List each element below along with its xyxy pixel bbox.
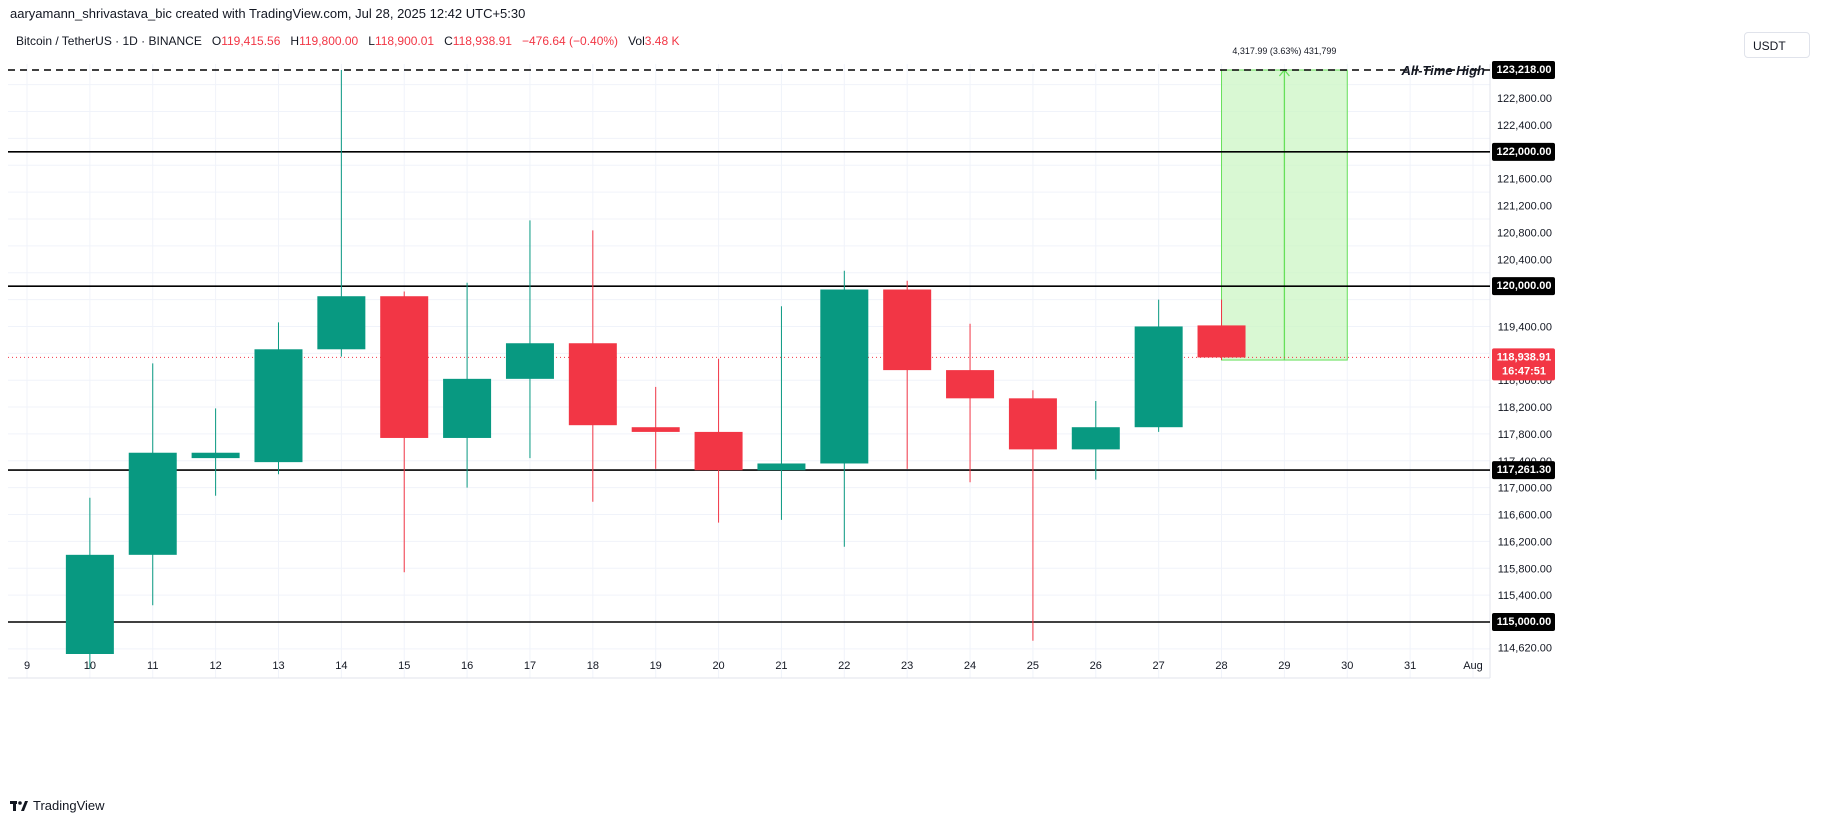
x-tick-label: 14 [335, 660, 347, 672]
level-price-label-box [1492, 61, 1555, 79]
y-tick-label: 116,600.00 [1498, 510, 1552, 522]
y-tick-label: 117,000.00 [1498, 483, 1552, 495]
tradingview-logo[interactable]: TradingView [10, 798, 105, 813]
x-tick-label: 24 [964, 660, 976, 672]
x-tick-label: 16 [461, 660, 473, 672]
x-tick-label: 10 [84, 660, 96, 672]
candle-body [820, 289, 869, 464]
level-price-label-box [1492, 277, 1555, 296]
tradingview-logo-icon [10, 800, 28, 811]
x-tick-label: 28 [1215, 660, 1227, 672]
candle-body [631, 427, 680, 432]
level-price-label-box [1492, 461, 1555, 480]
y-tick-label: 115,800.00 [1498, 563, 1552, 575]
candle-body [694, 431, 743, 471]
currency-button[interactable]: USDT [1744, 32, 1810, 58]
x-tick-label: 18 [587, 660, 599, 672]
volume-label: Vol [628, 34, 645, 48]
x-tick-label: 25 [1027, 660, 1039, 672]
symbol-name[interactable]: Bitcoin / TetherUS · 1D · BINANCE [16, 34, 202, 48]
y-tick-label: 120,400.00 [1497, 254, 1552, 266]
x-tick-label: 19 [650, 660, 662, 672]
x-tick-label: 27 [1153, 660, 1165, 672]
y-tick-label: 114,620.00 [1498, 643, 1552, 655]
level-price-label: 120,000.00 [1496, 280, 1551, 292]
open-value: 119,415.56 [221, 34, 281, 48]
y-tick-label: 118,200.00 [1498, 402, 1552, 414]
close-value: 118,938.91 [452, 34, 512, 48]
x-tick-label: 30 [1341, 660, 1353, 672]
candle-body [883, 289, 932, 371]
y-tick-label: 122,800.00 [1497, 93, 1552, 105]
x-tick-label: 17 [524, 660, 536, 672]
x-tick-label: 21 [775, 660, 787, 672]
x-tick-label: 9 [24, 660, 30, 672]
x-tick-label: 29 [1278, 660, 1290, 672]
open-label: O [211, 34, 222, 48]
x-tick-label: 26 [1090, 660, 1102, 672]
x-tick-label: 31 [1404, 660, 1416, 672]
level-price-label-box [1492, 613, 1555, 631]
level-price-label: 123,218.00 [1496, 64, 1551, 76]
level-price-label: 122,000.00 [1496, 146, 1551, 158]
y-tick-label: 116,200.00 [1498, 536, 1552, 548]
x-tick-label: 22 [838, 660, 850, 672]
candle-body [1071, 427, 1120, 450]
candle-body [254, 349, 303, 463]
y-tick-label: 117,800.00 [1498, 429, 1552, 441]
x-tick-label: 15 [398, 660, 410, 672]
x-tick-label: 11 [147, 660, 158, 672]
x-tick-label: 23 [901, 660, 913, 672]
change-value: −476.64 (−0.40%) [521, 34, 619, 48]
candle-body [65, 554, 114, 654]
x-tick-label: 20 [712, 660, 724, 672]
x-tick-label: 13 [272, 660, 284, 672]
level-annotation: All-Time High [1400, 63, 1485, 78]
level-price-label: 115,000.00 [1497, 616, 1551, 628]
y-tick-label: 119,400.00 [1498, 321, 1552, 333]
low-value: 118,900.01 [374, 34, 435, 48]
close-label: C [444, 34, 453, 48]
candle-body [946, 370, 995, 399]
x-tick-label: 12 [209, 660, 221, 672]
current-price-label: 16:47:51 [1502, 365, 1546, 377]
candle-body [505, 343, 554, 379]
high-value: 119,800.00 [299, 34, 359, 48]
high-label: H [290, 34, 300, 48]
candle-body [191, 452, 240, 459]
y-tick-label: 115,400.00 [1498, 590, 1552, 602]
symbol-legend: Bitcoin / TetherUS · 1D · BINANCE O119,4… [16, 34, 679, 48]
current-price-label: 118,938.91 [1497, 351, 1551, 363]
candle-body [1197, 325, 1246, 358]
attribution-text: aaryamann_shrivastava_bic created with T… [10, 6, 526, 21]
volume-value: 3.48 K [644, 34, 680, 48]
measure-label: 4,317.99 (3.63%) 431,799 [1232, 46, 1336, 56]
tradingview-logo-text: TradingView [33, 798, 105, 813]
candle-body [568, 343, 617, 426]
x-tick-label: Aug [1463, 660, 1483, 672]
candle-body [380, 296, 429, 438]
y-tick-label: 122,400.00 [1497, 120, 1552, 132]
candle-body [317, 296, 366, 350]
candle-body [128, 452, 177, 555]
level-price-label: 117,261.30 [1497, 464, 1551, 476]
candle-body [443, 378, 492, 438]
y-tick-label: 121,200.00 [1497, 201, 1552, 213]
candle-body [757, 463, 806, 471]
candle-body [1008, 398, 1057, 450]
candle-body [1134, 326, 1183, 428]
low-label: L [368, 34, 375, 48]
y-tick-label: 121,600.00 [1497, 174, 1552, 186]
level-price-label-box [1492, 142, 1555, 161]
y-tick-label: 120,800.00 [1497, 227, 1552, 239]
current-price-label-box [1492, 348, 1555, 381]
